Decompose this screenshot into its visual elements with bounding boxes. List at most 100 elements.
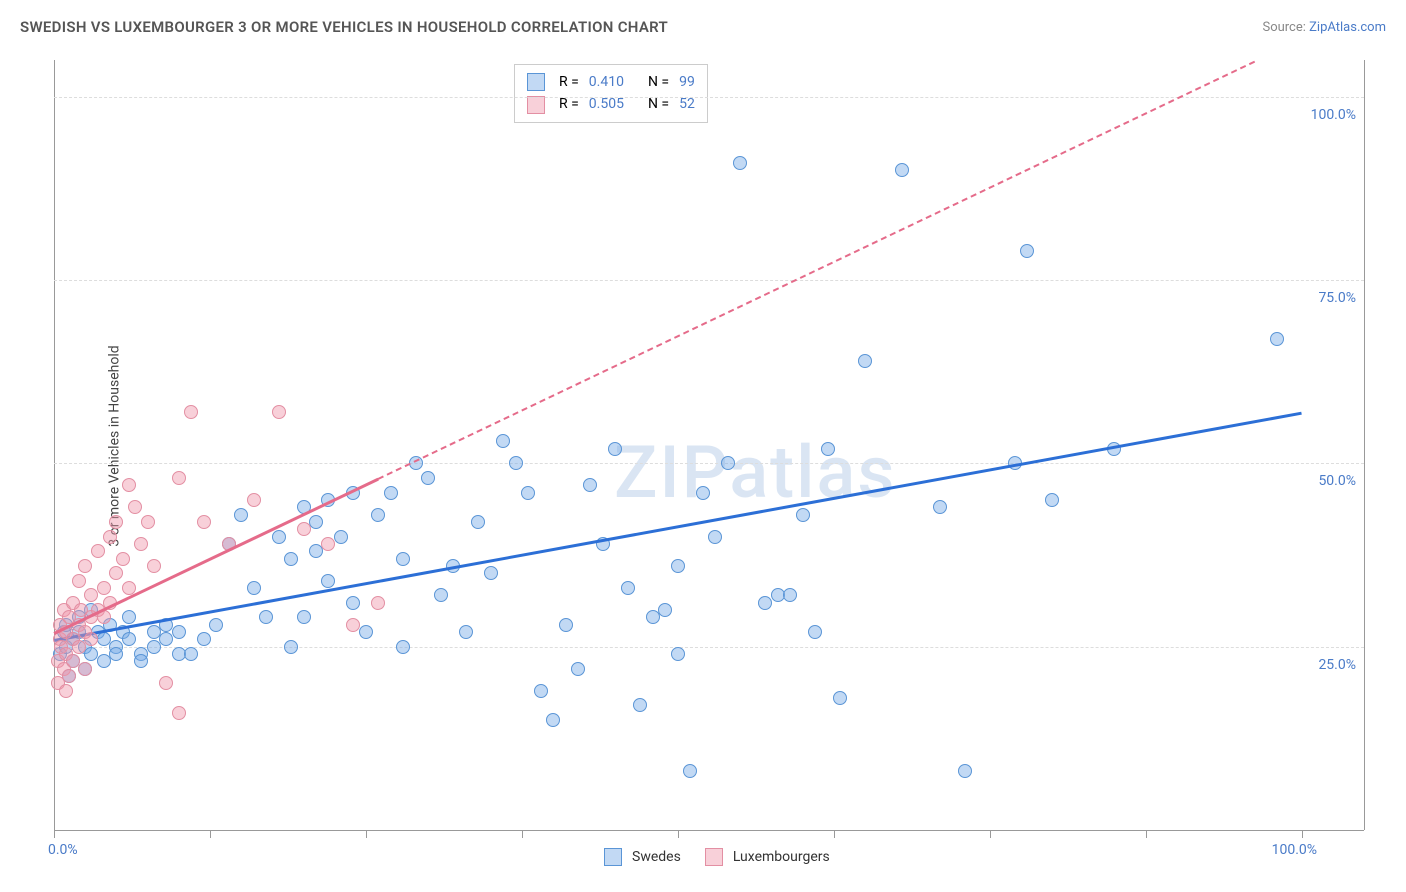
scatter-point <box>421 471 435 485</box>
scatter-point <box>78 559 92 573</box>
series-legend: Swedes Luxembourgers <box>604 848 830 866</box>
scatter-point <box>733 156 747 170</box>
scatter-point <box>396 552 410 566</box>
scatter-point <box>895 163 909 177</box>
scatter-point <box>484 566 498 580</box>
watermark: ZIPatlas <box>614 430 896 515</box>
scatter-point <box>571 662 585 676</box>
legend-label: Swedes <box>632 849 681 865</box>
series-swatch <box>527 73 545 91</box>
scatter-point <box>384 486 398 500</box>
scatter-point <box>272 405 286 419</box>
scatter-point <box>128 500 142 514</box>
scatter-point <box>671 647 685 661</box>
scatter-point <box>658 603 672 617</box>
scatter-point <box>633 698 647 712</box>
scatter-point <box>708 530 722 544</box>
scatter-point <box>259 610 273 624</box>
scatter-point <box>1270 332 1284 346</box>
scatter-point <box>84 588 98 602</box>
series-swatch <box>705 848 723 866</box>
scatter-point <box>334 530 348 544</box>
scatter-point <box>197 515 211 529</box>
scatter-point <box>858 354 872 368</box>
chart-title: SWEDISH VS LUXEMBOURGER 3 OR MORE VEHICL… <box>20 18 668 36</box>
scatter-point <box>159 676 173 690</box>
scatter-point <box>309 515 323 529</box>
scatter-point <box>509 456 523 470</box>
scatter-point <box>109 566 123 580</box>
scatter-point <box>833 691 847 705</box>
scatter-point <box>84 632 98 646</box>
scatter-point <box>122 632 136 646</box>
scatter-point <box>147 559 161 573</box>
scatter-point <box>72 574 86 588</box>
scatter-point <box>147 640 161 654</box>
scatter-point <box>459 625 473 639</box>
scatter-point <box>1045 493 1059 507</box>
scatter-point <box>1020 244 1034 258</box>
scatter-point <box>247 581 261 595</box>
scatter-point <box>72 640 86 654</box>
scatter-point <box>116 552 130 566</box>
scatter-point <box>958 764 972 778</box>
scatter-point <box>103 530 117 544</box>
y-tick-label: 50.0% <box>1318 473 1356 489</box>
scatter-point <box>297 522 311 536</box>
x-tick-label: 0.0% <box>48 842 78 858</box>
scatter-point <box>172 706 186 720</box>
scatter-point <box>78 662 92 676</box>
scatter-point <box>359 625 373 639</box>
scatter-point <box>371 508 385 522</box>
stats-row: R = 0.410N = 99 <box>527 71 695 93</box>
scatter-point <box>159 632 173 646</box>
scatter-point <box>721 456 735 470</box>
legend-label: Luxembourgers <box>733 849 830 865</box>
scatter-point <box>758 596 772 610</box>
scatter-point <box>534 684 548 698</box>
scatter-point <box>91 544 105 558</box>
scatter-point <box>471 515 485 529</box>
stats-legend-box: R = 0.410N = 99R = 0.505N = 52 <box>514 64 708 123</box>
scatter-point <box>97 654 111 668</box>
scatter-point <box>546 713 560 727</box>
scatter-point <box>346 596 360 610</box>
scatter-point <box>559 618 573 632</box>
correlation-chart: SWEDISH VS LUXEMBOURGER 3 OR MORE VEHICL… <box>0 0 1406 892</box>
scatter-point <box>371 596 385 610</box>
scatter-point <box>62 669 76 683</box>
plot-area: ZIPatlas R = 0.410N = 99R = 0.505N = 52 … <box>54 60 1364 830</box>
y-tick-label: 100.0% <box>1311 107 1356 123</box>
scatter-point <box>172 625 186 639</box>
scatter-point <box>796 508 810 522</box>
scatter-point <box>933 500 947 514</box>
scatter-point <box>621 581 635 595</box>
scatter-point <box>109 647 123 661</box>
source-attribution: Source: ZipAtlas.com <box>1262 20 1386 35</box>
scatter-point <box>396 640 410 654</box>
regression-line <box>54 412 1302 642</box>
scatter-point <box>496 434 510 448</box>
scatter-point <box>309 544 323 558</box>
scatter-point <box>184 647 198 661</box>
y-tick-label: 25.0% <box>1318 657 1356 673</box>
scatter-point <box>134 537 148 551</box>
scatter-point <box>608 442 622 456</box>
scatter-point <box>197 632 211 646</box>
scatter-point <box>134 654 148 668</box>
series-swatch <box>527 96 545 114</box>
scatter-point <box>284 552 298 566</box>
source-link[interactable]: ZipAtlas.com <box>1309 20 1386 35</box>
n-value: 99 <box>679 71 695 93</box>
series-swatch <box>604 848 622 866</box>
scatter-point <box>671 559 685 573</box>
scatter-point <box>122 610 136 624</box>
scatter-point <box>184 405 198 419</box>
scatter-point <box>234 508 248 522</box>
r-value: 0.410 <box>589 71 624 93</box>
scatter-point <box>821 442 835 456</box>
scatter-point <box>808 625 822 639</box>
y-tick-label: 75.0% <box>1318 290 1356 306</box>
scatter-point <box>284 640 298 654</box>
scatter-point <box>321 574 335 588</box>
